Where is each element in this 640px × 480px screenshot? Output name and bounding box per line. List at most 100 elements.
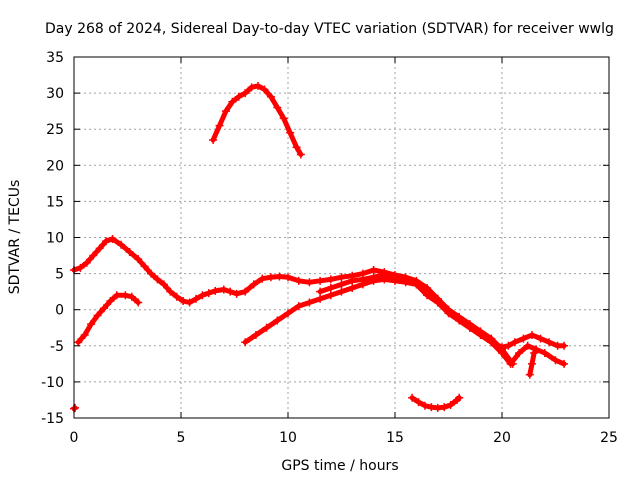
data-point bbox=[414, 398, 423, 407]
data-point bbox=[487, 338, 496, 347]
data-point bbox=[515, 349, 524, 358]
data-point bbox=[87, 320, 96, 329]
data-point bbox=[102, 237, 111, 246]
data-point bbox=[498, 349, 506, 358]
data-point bbox=[527, 330, 536, 339]
data-point bbox=[121, 291, 130, 300]
data-point bbox=[294, 276, 303, 285]
data-point bbox=[74, 338, 83, 347]
data-point bbox=[258, 274, 267, 283]
data-point bbox=[106, 297, 115, 306]
data-point bbox=[273, 316, 282, 325]
data-point bbox=[262, 323, 271, 332]
series-arc-8 bbox=[70, 403, 80, 413]
data-point bbox=[172, 292, 181, 301]
data-point bbox=[292, 143, 301, 152]
y-tick-label: 35 bbox=[46, 50, 64, 66]
data-point bbox=[211, 286, 220, 295]
data-point bbox=[506, 359, 515, 368]
data-point bbox=[140, 262, 149, 271]
data-point bbox=[117, 240, 126, 249]
x-tick-label: 10 bbox=[279, 430, 297, 446]
data-point bbox=[326, 284, 335, 293]
data-point bbox=[153, 275, 162, 284]
data-point bbox=[525, 370, 534, 379]
x-tick-label: 0 bbox=[70, 430, 79, 446]
data-point bbox=[504, 341, 513, 350]
data-point bbox=[446, 401, 455, 410]
data-point bbox=[476, 330, 485, 339]
y-tick-label: 0 bbox=[55, 303, 64, 319]
data-point bbox=[305, 298, 314, 307]
data-point bbox=[455, 393, 464, 402]
data-point bbox=[198, 291, 207, 300]
data-point bbox=[127, 292, 136, 301]
data-point bbox=[191, 294, 200, 303]
data-point bbox=[337, 287, 346, 296]
data-point bbox=[221, 107, 230, 116]
x-tick-label: 25 bbox=[600, 430, 618, 446]
data-point bbox=[219, 285, 228, 294]
data-point bbox=[254, 81, 263, 90]
x-tick-label: 20 bbox=[493, 430, 511, 446]
x-tick-label: 15 bbox=[386, 430, 404, 446]
data-point bbox=[125, 247, 134, 256]
data-point bbox=[420, 401, 429, 410]
data-point bbox=[241, 287, 250, 296]
series-line bbox=[242, 276, 516, 367]
y-tick-label: 30 bbox=[46, 86, 64, 102]
data-point bbox=[166, 287, 175, 296]
data-point bbox=[465, 323, 474, 332]
data-point bbox=[159, 280, 168, 289]
data-point bbox=[266, 273, 275, 282]
data-series bbox=[70, 81, 569, 413]
axis-ticks: 0 5 10 15 20 25 -15 -10 -5 0 5 10 15 20 25 30 35 bbox=[41, 50, 618, 446]
data-point bbox=[296, 150, 305, 159]
data-point bbox=[251, 330, 260, 339]
data-point bbox=[89, 251, 98, 260]
data-point bbox=[249, 280, 258, 289]
data-point bbox=[95, 244, 104, 253]
y-tick-label: 25 bbox=[46, 122, 64, 138]
data-point bbox=[247, 83, 256, 92]
data-point bbox=[241, 89, 250, 98]
data-point bbox=[241, 338, 250, 347]
data-point bbox=[93, 311, 102, 320]
data-point bbox=[316, 276, 325, 285]
data-point bbox=[316, 294, 325, 303]
data-point bbox=[108, 234, 117, 243]
data-point bbox=[545, 338, 554, 347]
data-point bbox=[185, 298, 194, 307]
data-point bbox=[560, 359, 569, 368]
series-arc-6 bbox=[408, 393, 464, 412]
y-tick-label: -10 bbox=[41, 375, 64, 391]
data-point bbox=[369, 273, 378, 282]
data-point bbox=[112, 291, 121, 300]
data-point bbox=[134, 255, 143, 264]
data-point bbox=[234, 92, 243, 101]
data-point bbox=[209, 136, 218, 145]
data-point bbox=[228, 97, 237, 106]
data-point bbox=[279, 114, 288, 123]
data-point bbox=[179, 297, 188, 306]
data-point bbox=[82, 258, 91, 267]
data-point bbox=[316, 287, 325, 296]
data-point bbox=[273, 103, 282, 112]
y-tick-label: -15 bbox=[41, 411, 64, 427]
data-point bbox=[551, 356, 560, 365]
data-point bbox=[530, 349, 539, 358]
data-point bbox=[204, 289, 213, 298]
data-point bbox=[540, 349, 549, 358]
data-point bbox=[423, 291, 432, 300]
data-point bbox=[71, 403, 80, 412]
x-tick-label: 5 bbox=[177, 430, 186, 446]
data-point bbox=[99, 304, 108, 313]
data-point bbox=[358, 275, 367, 284]
series-arc-7 bbox=[525, 349, 539, 379]
data-point bbox=[326, 275, 335, 284]
y-tick-label: -5 bbox=[50, 339, 64, 355]
data-point bbox=[527, 359, 536, 368]
data-point bbox=[560, 341, 569, 350]
data-point bbox=[232, 289, 241, 298]
data-point bbox=[260, 85, 269, 94]
